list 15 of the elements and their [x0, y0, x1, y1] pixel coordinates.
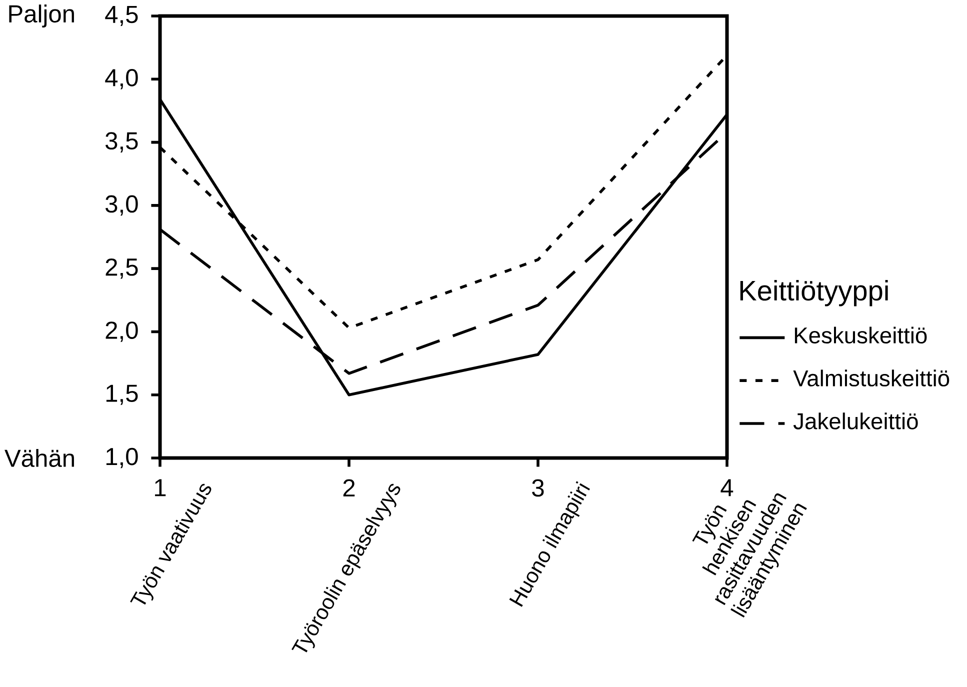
y-tick-label: 3,0 [106, 195, 138, 216]
legend-label: Jakelukeittiö [793, 412, 918, 430]
text: Vähän [4, 448, 74, 468]
y-tick-label: 2,0 [106, 322, 138, 342]
y-tick-label: 1,0 [106, 448, 138, 468]
legend-title: Keittiötyyppi [740, 280, 888, 306]
x-tick-label: 3 [532, 479, 544, 497]
y-tick-label: 4,5 [105, 6, 138, 26]
legend-label: Valmistuskeittiö [793, 370, 950, 386]
y-tick-label: 2,5 [106, 258, 138, 279]
text: Paljon [9, 4, 74, 28]
y-tick-label: 1,5 [106, 384, 138, 405]
y-tick-label: 4,0 [105, 69, 138, 90]
y-tick-label: 3,5 [106, 132, 138, 152]
legend-label: Keskuskeittiö [794, 326, 927, 344]
